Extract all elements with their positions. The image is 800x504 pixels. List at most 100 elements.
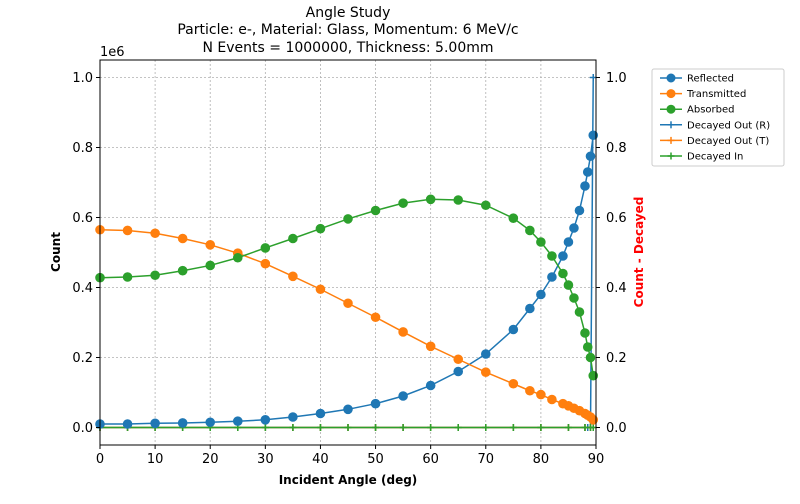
legend-entry-transmitted: Transmitted <box>660 89 746 100</box>
point-reflected <box>580 181 590 191</box>
x-tick-label: 50 <box>367 452 384 467</box>
point-absorbed <box>563 280 574 290</box>
legend-entry-absorbed: Absorbed <box>660 104 734 116</box>
point-reflected <box>508 324 519 335</box>
point-transmitted <box>398 327 408 337</box>
point-reflected <box>558 251 568 261</box>
y-right-tick-label: 1.0 <box>606 71 627 86</box>
point-absorbed <box>177 265 188 276</box>
point-decayed-in <box>261 424 269 431</box>
point-transmitted <box>547 394 557 405</box>
series-decayed-in <box>96 424 597 431</box>
point-absorbed <box>508 213 519 223</box>
point-reflected <box>398 391 408 401</box>
point-reflected <box>122 419 133 429</box>
point-reflected <box>425 380 436 391</box>
legend: Reflected Transmitted Absorbed Decayed Out … <box>651 68 785 167</box>
series-transmitted <box>95 224 599 425</box>
point-transmitted <box>288 271 298 282</box>
legend-marker <box>666 89 676 99</box>
y-right-tick-label: 0.8 <box>606 141 627 156</box>
point-reflected <box>150 418 160 429</box>
point-absorbed <box>480 200 491 211</box>
y-tick-label: 0.2 <box>72 351 93 366</box>
point-reflected <box>370 398 381 409</box>
legend-label: Decayed Out (R) <box>687 120 770 131</box>
series-line-reflected <box>100 135 594 425</box>
point-transmitted <box>260 258 271 269</box>
point-decayed-in <box>289 424 297 431</box>
point-absorbed <box>398 198 408 208</box>
legend-entries: Reflected Transmitted Absorbed Decayed Out … <box>660 73 770 163</box>
point-absorbed <box>536 237 546 247</box>
legend-label: Decayed Out (T) <box>687 136 769 147</box>
point-reflected <box>260 415 271 425</box>
series-line-decayed-out-r <box>100 77 594 429</box>
chart-title-line-2: Particle: e-, Material: Glass, Momentum:… <box>177 22 518 38</box>
point-reflected <box>574 205 585 216</box>
y-right-tick-label: 0.0 <box>606 421 627 436</box>
point-decayed-in <box>509 424 517 431</box>
point-reflected <box>315 408 326 419</box>
plot-frame <box>99 59 597 446</box>
point-reflected <box>232 416 243 427</box>
point-transmitted <box>122 225 133 236</box>
point-absorbed <box>585 352 596 363</box>
point-absorbed <box>315 223 326 234</box>
y-tick-label: 0.8 <box>72 141 93 156</box>
point-transmitted <box>370 312 381 323</box>
point-reflected <box>205 417 216 428</box>
legend-marker <box>667 121 675 129</box>
point-transmitted <box>588 415 599 425</box>
point-absorbed <box>580 328 590 338</box>
point-transmitted <box>453 354 464 365</box>
point-absorbed <box>205 260 216 271</box>
y-right-tick-label: 0.2 <box>606 351 627 366</box>
x-tick-label: 20 <box>202 452 219 467</box>
legend-entry-reflected: Reflected <box>660 73 734 85</box>
point-reflected <box>480 349 491 359</box>
chart-title-line-3: N Events = 1000000, Thickness: 5.00mm <box>202 40 493 56</box>
point-absorbed <box>582 342 593 352</box>
legend-marker <box>667 136 675 144</box>
x-tick-label: 60 <box>422 452 439 467</box>
x-tick-label: 40 <box>312 452 329 467</box>
legend-entry-decayed-out-t: Decayed Out (T) <box>660 136 769 147</box>
point-reflected <box>588 130 599 141</box>
point-decayed-in <box>454 424 462 431</box>
point-absorbed <box>370 205 381 216</box>
point-decayed-in <box>537 424 545 431</box>
legend-label: Decayed In <box>687 152 743 163</box>
point-transmitted <box>177 233 188 244</box>
legend-label: Transmitted <box>686 89 746 100</box>
legend-marker <box>666 73 676 83</box>
series-reflected <box>95 130 599 429</box>
point-reflected <box>569 223 579 233</box>
point-transmitted <box>425 341 436 352</box>
series-absorbed <box>95 194 599 381</box>
legend-entry-decayed-in: Decayed In <box>660 152 743 163</box>
x-tick-label: 90 <box>588 452 605 467</box>
y-right-tick-label: 0.4 <box>606 281 627 296</box>
series-layer <box>95 74 599 431</box>
point-absorbed <box>588 370 599 381</box>
point-transmitted <box>150 228 160 239</box>
point-reflected <box>525 303 535 314</box>
point-transmitted <box>525 385 535 396</box>
point-transmitted <box>508 378 519 389</box>
point-decayed-in <box>427 424 435 431</box>
y-offset-label: 1e6 <box>100 45 125 60</box>
series-line-transmitted <box>99 229 594 421</box>
point-transmitted <box>480 367 491 378</box>
y-tick-label: 0.6 <box>72 211 93 226</box>
y-axis-label: Count <box>49 232 63 272</box>
legend-marker <box>667 152 675 160</box>
y-tick-label: 0.4 <box>72 281 93 296</box>
point-absorbed <box>574 307 585 317</box>
point-absorbed <box>260 243 271 253</box>
legend-marker <box>666 104 676 114</box>
point-absorbed <box>453 195 464 205</box>
point-transmitted <box>315 284 326 295</box>
